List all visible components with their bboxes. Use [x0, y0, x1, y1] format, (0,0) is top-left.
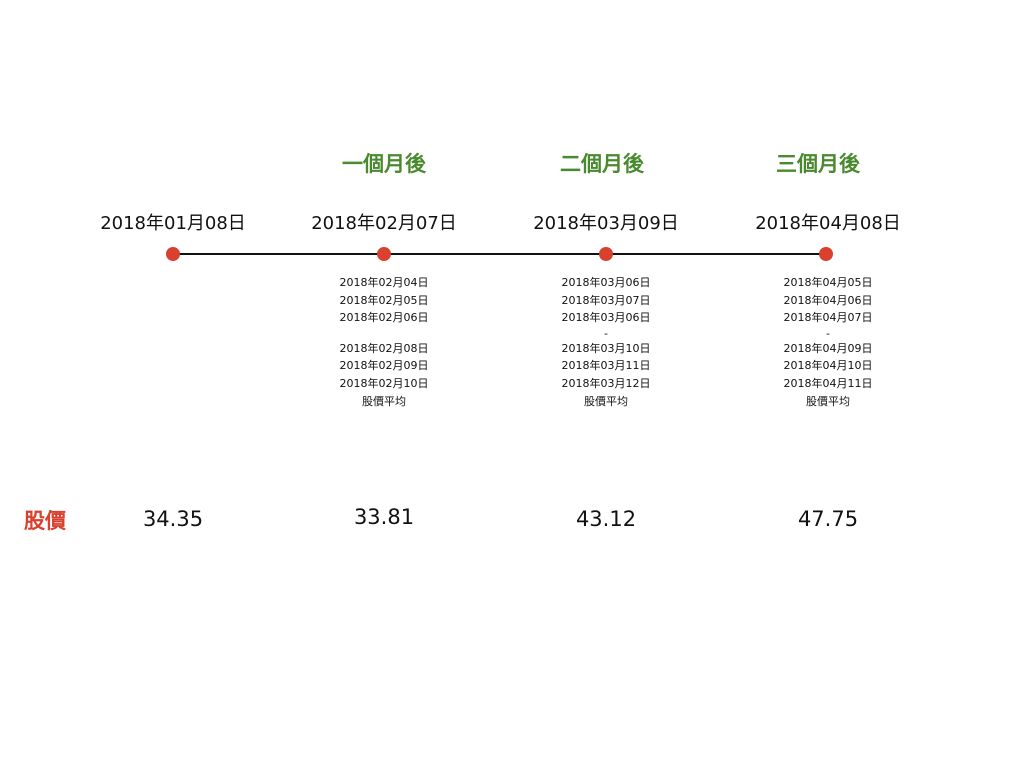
- avg-date: 2018年03月10日: [561, 341, 651, 355]
- period-label-2-months: 二個月後: [560, 152, 644, 176]
- date-label-start: 2018年01月08日: [100, 213, 246, 234]
- avg-date: 2018年04月05日: [783, 276, 873, 289]
- avg-date: 2018年02月08日: [339, 341, 429, 355]
- avg-date: 2018年04月07日: [783, 311, 873, 325]
- avg-window-2-months: 2018年03月06日 2018年03月07日 2018年03月06日 - 20…: [526, 274, 686, 410]
- date-label-3-months: 2018年04月08日: [755, 213, 901, 234]
- avg-date: 2018年03月12日: [561, 376, 651, 390]
- timeline-dot-1-month: [377, 247, 391, 261]
- price-start: 34.35: [142, 507, 204, 531]
- price-1-month: 33.81: [353, 505, 415, 529]
- avg-caption: 股價平均: [806, 394, 850, 408]
- avg-date: 2018年04月11日: [783, 376, 873, 390]
- period-label-3-months: 三個月後: [776, 152, 860, 176]
- avg-date: 2018年03月06日: [561, 276, 651, 289]
- avg-date: 2018年02月09日: [339, 359, 429, 373]
- avg-date: 2018年03月11日: [561, 359, 651, 373]
- avg-caption: 股價平均: [362, 394, 406, 408]
- avg-date: 2018年03月07日: [561, 293, 651, 307]
- timeline-dot-3-months: [819, 247, 833, 261]
- price-3-months: 47.75: [797, 507, 859, 531]
- stock-price-row-label: 股價: [24, 509, 66, 533]
- price-2-months: 43.12: [575, 507, 637, 531]
- avg-window-1-month: 2018年02月04日 2018年02月05日 2018年02月06日 2018…: [304, 274, 464, 410]
- avg-separator: -: [604, 326, 608, 340]
- avg-date: 2018年04月10日: [783, 359, 873, 373]
- avg-date: 2018年02月04日: [339, 276, 429, 289]
- avg-date: 2018年02月10日: [339, 376, 429, 390]
- avg-caption: 股價平均: [584, 394, 628, 408]
- period-label-1-month: 一個月後: [342, 152, 426, 176]
- timeline-dot-start: [166, 247, 180, 261]
- avg-window-3-months: 2018年04月05日 2018年04月06日 2018年04月07日 - 20…: [748, 274, 908, 410]
- avg-date: 2018年03月06日: [561, 311, 651, 325]
- avg-date: 2018年04月09日: [783, 341, 873, 355]
- timeline-dot-2-months: [599, 247, 613, 261]
- avg-date: 2018年02月06日: [339, 311, 429, 325]
- avg-date: 2018年04月06日: [783, 293, 873, 307]
- date-label-2-months: 2018年03月09日: [533, 213, 679, 234]
- avg-separator: -: [826, 326, 830, 340]
- timeline-line: [173, 253, 826, 255]
- avg-separator: [304, 327, 464, 340]
- avg-date: 2018年02月05日: [339, 293, 429, 307]
- date-label-1-month: 2018年02月07日: [311, 213, 457, 234]
